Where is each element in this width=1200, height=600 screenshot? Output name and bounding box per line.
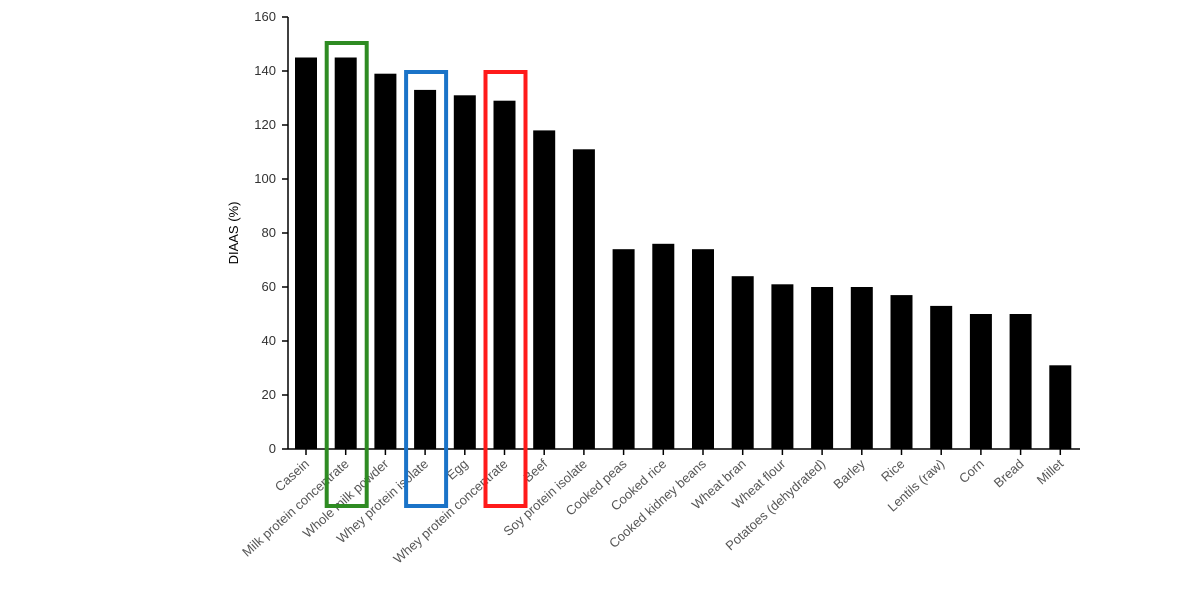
y-tick-label: 140 [254, 63, 276, 78]
bar [652, 243, 675, 449]
x-tick-label: Bread [991, 456, 1027, 490]
bar [374, 73, 397, 449]
bar [1009, 314, 1032, 449]
y-tick-label: 120 [254, 117, 276, 132]
x-tick-label: Corn [956, 456, 987, 486]
highlight-box [324, 41, 369, 508]
y-tick-label: 160 [254, 9, 276, 24]
y-tick-label: 0 [269, 441, 276, 456]
bar [572, 149, 595, 450]
y-tick-label: 100 [254, 171, 276, 186]
bar [771, 284, 794, 449]
bar [692, 249, 714, 449]
highlight-box [483, 70, 528, 508]
y-tick-label: 80 [262, 225, 276, 240]
y-axis: 0 20 40 60 80 100 120 140 160 [254, 9, 289, 456]
y-tick-label: 20 [262, 387, 276, 402]
y-tick-label: 40 [262, 333, 276, 348]
bar [334, 57, 357, 449]
bar [295, 57, 317, 449]
bars [295, 57, 1072, 450]
bar [533, 130, 556, 449]
bar [731, 276, 754, 449]
bar [969, 314, 992, 449]
highlight-box [404, 70, 449, 508]
x-tick-label: Barley [830, 456, 868, 492]
bar [930, 305, 953, 449]
bar [453, 95, 476, 450]
bar [850, 287, 873, 449]
bar [612, 249, 635, 449]
bar [1049, 365, 1072, 449]
bar [890, 295, 913, 449]
bar [811, 287, 834, 449]
highlight-boxes [324, 41, 528, 508]
bar [493, 100, 516, 449]
bar [414, 89, 437, 450]
x-tick-label: Millet [1034, 456, 1067, 488]
y-tick-label: 60 [262, 279, 276, 294]
y-axis-title: DIAAS (%) [226, 202, 241, 265]
x-tick-label: Rice [878, 456, 907, 485]
